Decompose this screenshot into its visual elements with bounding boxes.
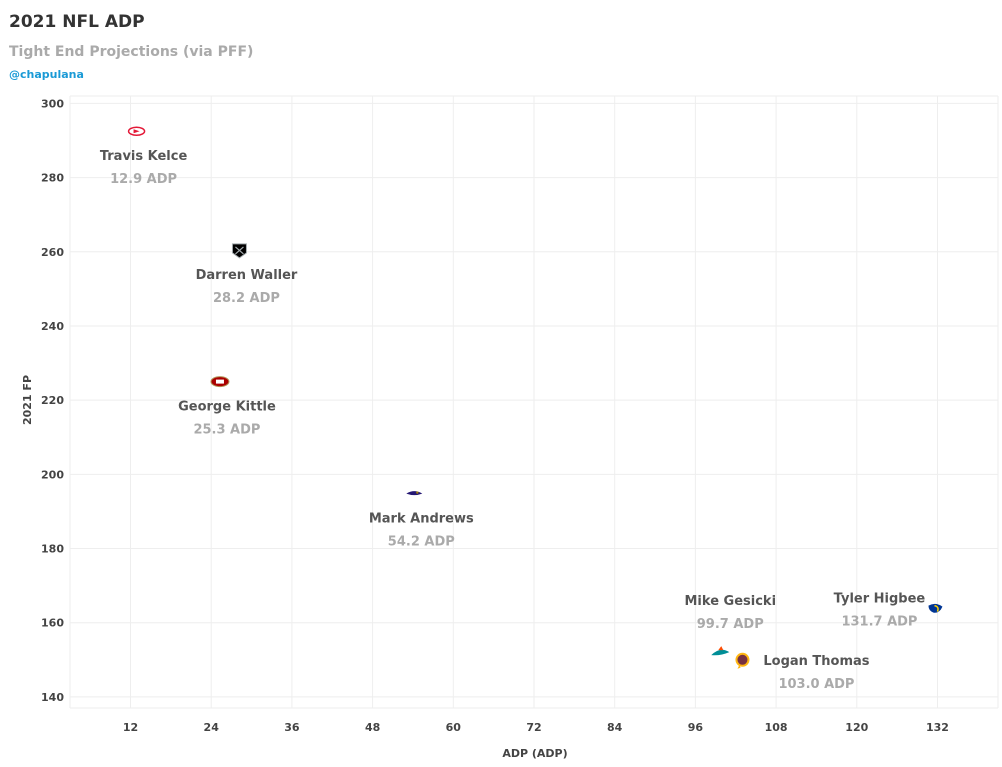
point-adp-label: 54.2 ADP [388, 535, 455, 550]
y-axis-label: 2021 FP [21, 375, 34, 425]
point-adp-label: 25.3 ADP [193, 423, 260, 438]
author-credit: @chapulana [9, 68, 84, 81]
data-point: Mike Gesicki 99.7 ADP [685, 594, 777, 656]
data-point: Tyler Higbee 131.7 ADP [834, 592, 943, 630]
y-tick-label: 180 [41, 543, 64, 556]
x-tick-label: 132 [926, 721, 949, 734]
raiders-logo-icon [231, 243, 247, 259]
data-point: Logan Thomas 103.0 ADP [735, 652, 870, 692]
data-point: Travis Kelce 12.9 ADP [100, 126, 188, 187]
x-tick-label: 48 [365, 721, 380, 734]
point-adp-label: 28.2 ADP [213, 291, 280, 306]
washington-logo-icon [735, 652, 750, 671]
x-tick-label: 72 [526, 721, 541, 734]
49ers-logo-icon [210, 376, 230, 388]
y-tick-label: 300 [41, 97, 64, 110]
point-name-label: Logan Thomas [763, 654, 869, 669]
x-tick-label: 108 [765, 721, 788, 734]
data-point: George Kittle 25.3 ADP [178, 376, 276, 438]
chart-subtitle: Tight End Projections (via PFF) [9, 44, 254, 60]
rams-logo-icon [928, 603, 943, 613]
y-tick-label: 280 [41, 172, 64, 185]
x-tick-label: 24 [204, 721, 220, 734]
point-name-label: Travis Kelce [100, 149, 188, 164]
point-adp-label: 103.0 ADP [778, 677, 854, 692]
y-tick-label: 260 [41, 246, 64, 259]
x-tick-label: 96 [688, 721, 704, 734]
y-tick-label: 140 [41, 691, 64, 704]
point-name-label: Mark Andrews [369, 512, 474, 527]
chiefs-logo-icon [127, 126, 146, 136]
x-axis-ticks: 12 24 36 48 60 72 84 96 108 120 132 [123, 721, 949, 734]
point-name-label: George Kittle [178, 400, 276, 415]
y-tick-label: 220 [41, 394, 64, 407]
x-tick-label: 120 [845, 721, 868, 734]
dolphins-logo-icon [711, 646, 730, 656]
point-adp-label: 12.9 ADP [110, 172, 177, 187]
y-tick-label: 200 [41, 468, 64, 481]
data-points: Travis Kelce 12.9 ADP Darren Waller 28.2 AD… [100, 126, 943, 692]
x-tick-label: 60 [446, 721, 462, 734]
x-tick-label: 12 [123, 721, 138, 734]
data-point: Darren Waller 28.2 ADP [196, 243, 298, 306]
point-adp-label: 131.7 ADP [841, 615, 917, 630]
y-axis-ticks: 140 160 180 200 220 240 260 280 300 [41, 97, 64, 703]
point-name-label: Darren Waller [196, 268, 298, 283]
y-tick-label: 160 [41, 617, 64, 630]
ravens-logo-icon [406, 491, 423, 496]
y-tick-label: 240 [41, 320, 64, 333]
x-tick-label: 36 [284, 721, 300, 734]
point-name-label: Tyler Higbee [834, 592, 926, 607]
point-name-label: Mike Gesicki [685, 594, 777, 609]
chart-title: 2021 NFL ADP [9, 12, 145, 32]
point-adp-label: 99.7 ADP [697, 617, 764, 632]
grid-lines [69, 95, 999, 709]
x-axis-label: ADP (ADP) [502, 747, 567, 760]
x-tick-label: 84 [607, 721, 623, 734]
data-point: Mark Andrews 54.2 ADP [369, 491, 474, 550]
